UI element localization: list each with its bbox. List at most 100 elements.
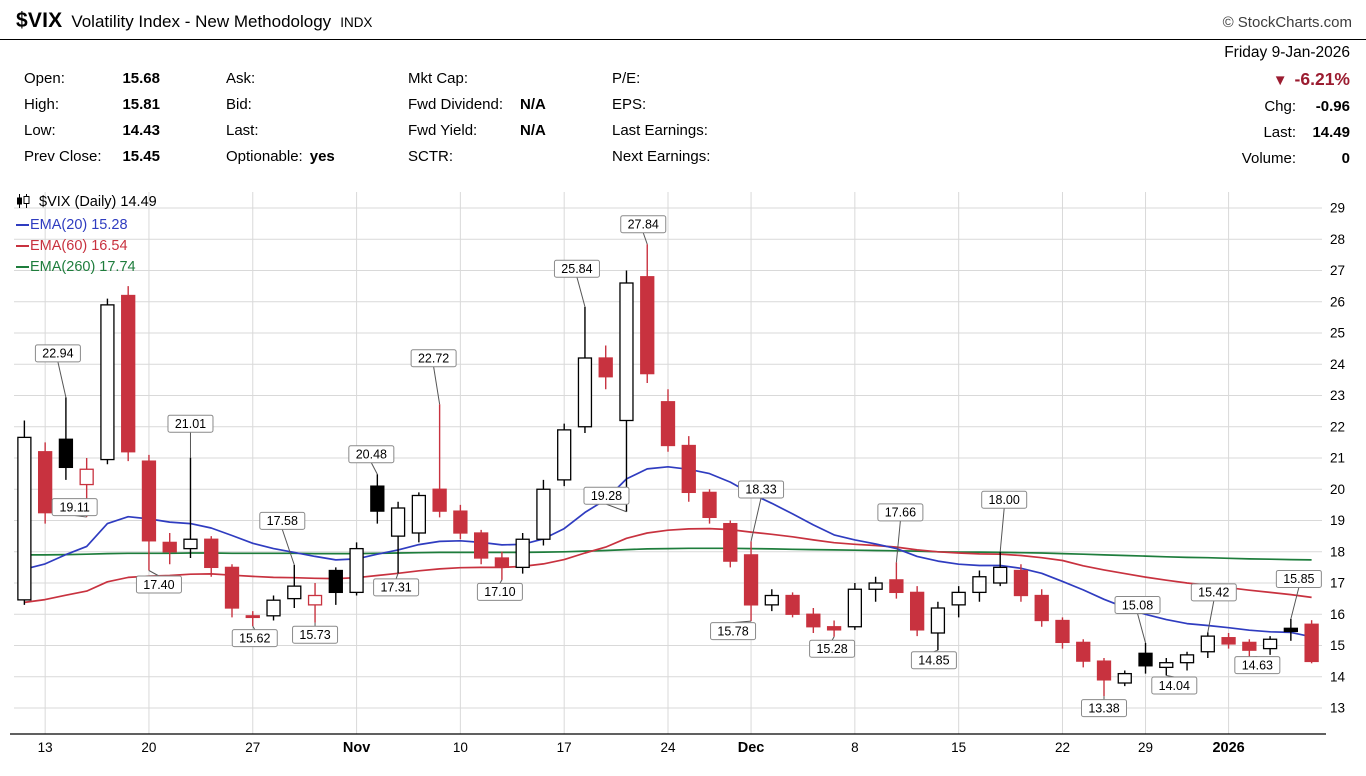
- candle-body: [619, 282, 634, 422]
- svg-text:27.84: 27.84: [628, 218, 659, 232]
- svg-text:20: 20: [141, 740, 156, 755]
- legend-main-row: $VIX (Daily) 14.49: [16, 192, 157, 215]
- quote-row: Fwd Dividend: N/A: [408, 92, 546, 118]
- candle-body: [1076, 641, 1091, 662]
- candle-body: [1179, 654, 1195, 664]
- svg-text:17.66: 17.66: [885, 506, 916, 520]
- candle-body: [141, 460, 157, 542]
- svg-text:15: 15: [951, 740, 966, 755]
- svg-text:15.73: 15.73: [299, 628, 330, 642]
- price-annotation: 21.01: [167, 414, 214, 458]
- candle-body: [1013, 569, 1029, 597]
- high-value: 15.81: [122, 96, 160, 113]
- gridlines: [14, 192, 1322, 734]
- quote-panel: Open: 15.68 High: 15.81 Low: 14.43 Prev Clo…: [0, 64, 1366, 190]
- chg-row: Chg: -0.96: [1242, 94, 1350, 120]
- ema20-swatch-icon: [16, 223, 29, 226]
- quote-row: Next Earnings:: [612, 144, 710, 170]
- last-value: 14.49: [1312, 124, 1350, 141]
- chg-label: Chg:: [1264, 98, 1296, 115]
- price-annotation: 17.58: [259, 511, 306, 566]
- quote-change-block: ▼ -6.21% Chg: -0.96 Last: 14.49 Volume: 0: [1242, 66, 1350, 172]
- candle-body: [370, 485, 385, 512]
- legend-ema260-label: EMA(260) 17.74: [30, 259, 136, 275]
- fwd-yield-label: Fwd Yield:: [408, 122, 478, 139]
- fwd-yield-value: N/A: [520, 122, 546, 139]
- svg-text:18.33: 18.33: [745, 483, 776, 497]
- open-value: 15.68: [122, 70, 160, 87]
- svg-text:13: 13: [1330, 701, 1345, 716]
- candle-body: [1055, 619, 1070, 644]
- candle-body: [909, 591, 925, 631]
- price-annotation: 15.85: [1275, 569, 1322, 620]
- ema260-swatch-icon: [16, 265, 29, 268]
- svg-text:17.58: 17.58: [267, 514, 298, 528]
- volume-row: Volume: 0: [1242, 146, 1350, 172]
- price-annotation: 15.73: [292, 622, 339, 644]
- candle-body: [1200, 635, 1215, 653]
- svg-text:13: 13: [38, 740, 53, 755]
- annotations: 22.94 19.11 21.01 17.40 15.62 17.58 15.73 20.48…: [34, 215, 1322, 718]
- candle-body: [993, 566, 1008, 584]
- svg-text:Dec: Dec: [738, 740, 765, 756]
- quote-row: SCTR:: [408, 144, 546, 170]
- candle-body: [1304, 623, 1319, 663]
- quote-row: Bid:: [226, 92, 335, 118]
- candle-body: [764, 594, 779, 606]
- candle-body: [100, 304, 115, 461]
- quote-row: High: 15.81: [24, 92, 160, 118]
- exchange-label: INDX: [340, 15, 373, 30]
- chart-area: 13 14 15 16 17 18 19 20 21 22 23 24 25 26 27 28 29 13 20 27…: [0, 190, 1366, 770]
- optionable-value: yes: [309, 148, 335, 165]
- ema60-swatch-icon: [16, 244, 29, 247]
- legend-ema20-label: EMA(20) 15.28: [30, 217, 128, 233]
- candle-body: [307, 594, 323, 606]
- quote-row: Low: 14.43: [24, 118, 160, 144]
- sctr-label: SCTR:: [408, 148, 453, 165]
- candle-body: [58, 438, 74, 469]
- svg-text:15.78: 15.78: [717, 624, 748, 638]
- quote-row: Last Earnings:: [612, 118, 710, 144]
- price-annotation: 18.00: [981, 490, 1028, 552]
- chg-value: -0.96: [1315, 98, 1350, 115]
- candle-body: [390, 507, 406, 537]
- svg-text:22.94: 22.94: [42, 347, 73, 361]
- quote-row: Ask:: [226, 66, 335, 92]
- price-annotation: 13.38: [1081, 696, 1127, 718]
- low-value: 14.43: [122, 122, 160, 139]
- down-arrow-icon: ▼: [1272, 72, 1288, 89]
- candle-body: [473, 532, 489, 559]
- quote-row: Prev Close: 15.45: [24, 144, 160, 170]
- change-percent: -6.21%: [1294, 69, 1350, 89]
- svg-text:23: 23: [1330, 388, 1345, 403]
- candle-body: [702, 491, 717, 519]
- last-label: Last:: [1263, 124, 1296, 141]
- price-annotation: 15.28: [809, 636, 856, 658]
- bid-label: Bid:: [226, 96, 252, 113]
- pe-label: P/E:: [612, 70, 641, 87]
- price-annotation: 25.84: [553, 259, 600, 307]
- candle-body: [536, 488, 551, 540]
- svg-text:16: 16: [1330, 607, 1345, 622]
- quote-col-fundamentals: Mkt Cap: Fwd Dividend: N/A Fwd Yield: N/A …: [408, 66, 546, 170]
- quote-col-bid-ask: Ask: Bid: Last: Optionable: yes: [226, 66, 335, 170]
- optionable-label: Optionable:: [226, 148, 303, 165]
- fwd-dividend-label: Fwd Dividend:: [408, 96, 504, 113]
- prev-close-value: 15.45: [122, 148, 160, 165]
- svg-text:14.85: 14.85: [918, 653, 949, 667]
- svg-text:2026: 2026: [1212, 740, 1244, 756]
- svg-text:15.28: 15.28: [816, 642, 847, 656]
- svg-text:15.62: 15.62: [239, 631, 270, 645]
- legend-ema60-label: EMA(60) 16.54: [30, 238, 128, 254]
- stockcharts-credit: © StockCharts.com: [1222, 14, 1352, 31]
- price-annotation: 14.85: [910, 649, 957, 670]
- price-annotation: 15.08: [1114, 596, 1161, 644]
- svg-text:17: 17: [557, 740, 572, 755]
- price-annotation: 14.04: [1151, 675, 1198, 695]
- symbol-name: Volatility Index - New Methodology: [71, 12, 332, 31]
- candle-body: [1117, 672, 1132, 684]
- date-line: Friday 9-Jan-2026: [1224, 44, 1350, 61]
- candle-body: [1242, 641, 1257, 651]
- candle-body: [411, 494, 427, 534]
- fwd-dividend-value: N/A: [520, 96, 546, 113]
